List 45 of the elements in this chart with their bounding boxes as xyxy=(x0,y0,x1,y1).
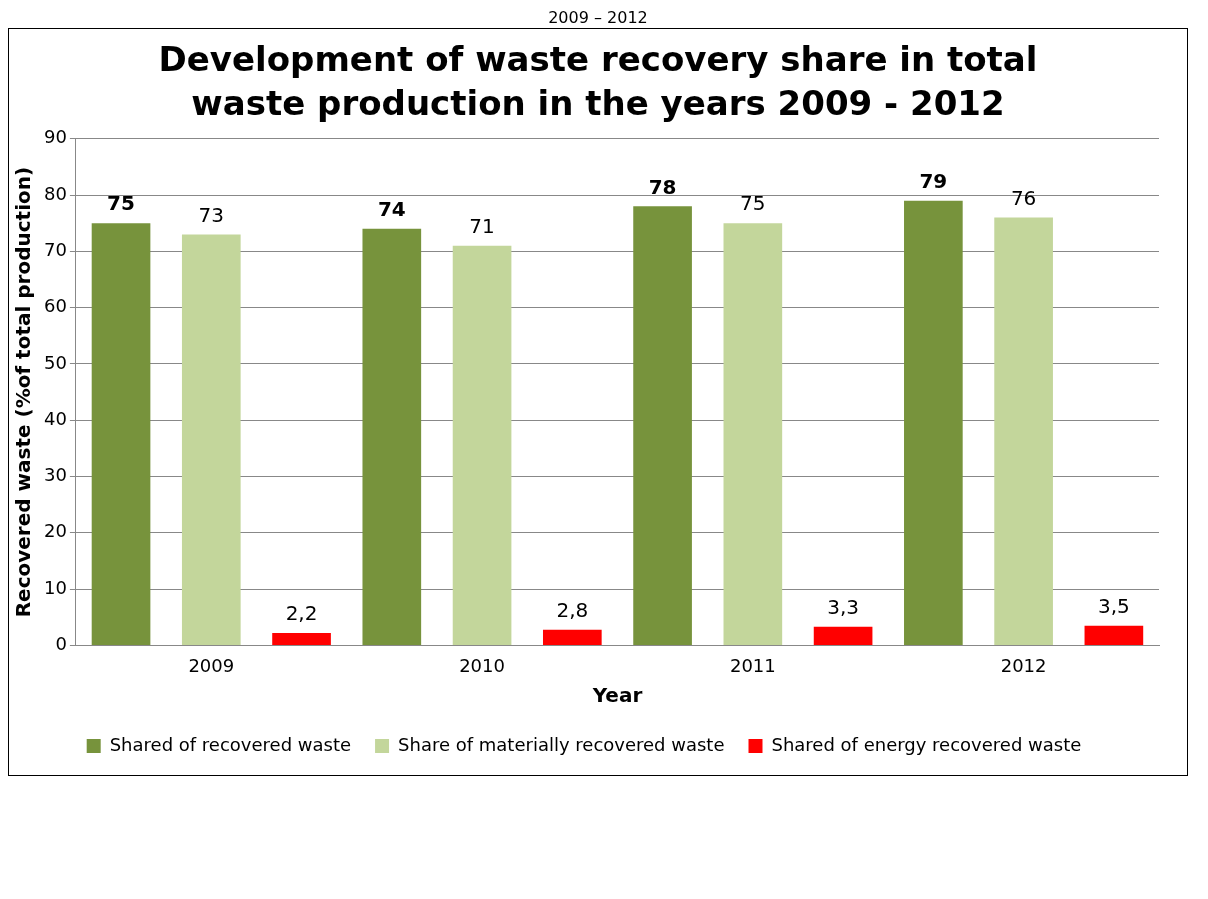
data-label: 2,8 xyxy=(556,597,589,622)
bar xyxy=(272,633,331,645)
y-tick-label: 40 xyxy=(44,407,67,429)
y-tick-label: 90 xyxy=(44,126,67,148)
data-label: 2,2 xyxy=(285,601,318,626)
y-tick-label: 20 xyxy=(44,520,67,542)
x-tick-label: 2011 xyxy=(729,654,776,676)
data-label: 78 xyxy=(648,174,677,199)
bar xyxy=(542,629,602,645)
legend-label: Shared of recovered waste xyxy=(109,733,352,755)
bar xyxy=(813,626,873,645)
bar xyxy=(994,217,1053,645)
bar xyxy=(1084,625,1144,645)
text: 2009 – 2012 xyxy=(547,8,649,28)
bar xyxy=(904,200,963,645)
y-tick-label: 60 xyxy=(44,295,67,317)
data-label: 79 xyxy=(919,168,948,193)
y-axis-title: Recovered waste (%of total production) xyxy=(11,166,36,618)
y-tick-label: 10 xyxy=(44,576,67,598)
data-label: 71 xyxy=(469,213,495,238)
legend-label: Share of materially recovered waste xyxy=(398,733,725,755)
data-label: 75 xyxy=(740,191,766,216)
bar xyxy=(452,245,512,645)
data-label: 75 xyxy=(107,191,135,216)
bar xyxy=(633,206,692,645)
data-label: 74 xyxy=(377,197,406,222)
data-label: 3,3 xyxy=(827,595,859,620)
x-tick-label: 2010 xyxy=(459,654,505,676)
x-tick-label: 2012 xyxy=(1000,654,1047,676)
y-tick-label: 80 xyxy=(44,182,67,204)
bar xyxy=(723,223,783,645)
y-tick-label: 30 xyxy=(44,464,67,486)
x-tick-label: 2009 xyxy=(188,654,235,676)
chart-title: Development of waste recovery share in total waste production in the years 2009 - 2012 xyxy=(157,38,1039,125)
bar xyxy=(362,228,422,645)
data-label: 3,5 xyxy=(1097,593,1130,618)
data-label: 73 xyxy=(198,202,225,227)
y-tick-label: 0 xyxy=(55,633,67,655)
legend-label: Shared of energy recovered waste xyxy=(771,733,1082,755)
y-tick-label: 70 xyxy=(44,239,67,261)
bar xyxy=(181,234,241,645)
x-axis-title: Year xyxy=(591,683,643,708)
bar xyxy=(91,223,151,645)
y-tick-label: 50 xyxy=(44,351,67,373)
data-label: 76 xyxy=(1010,185,1037,210)
